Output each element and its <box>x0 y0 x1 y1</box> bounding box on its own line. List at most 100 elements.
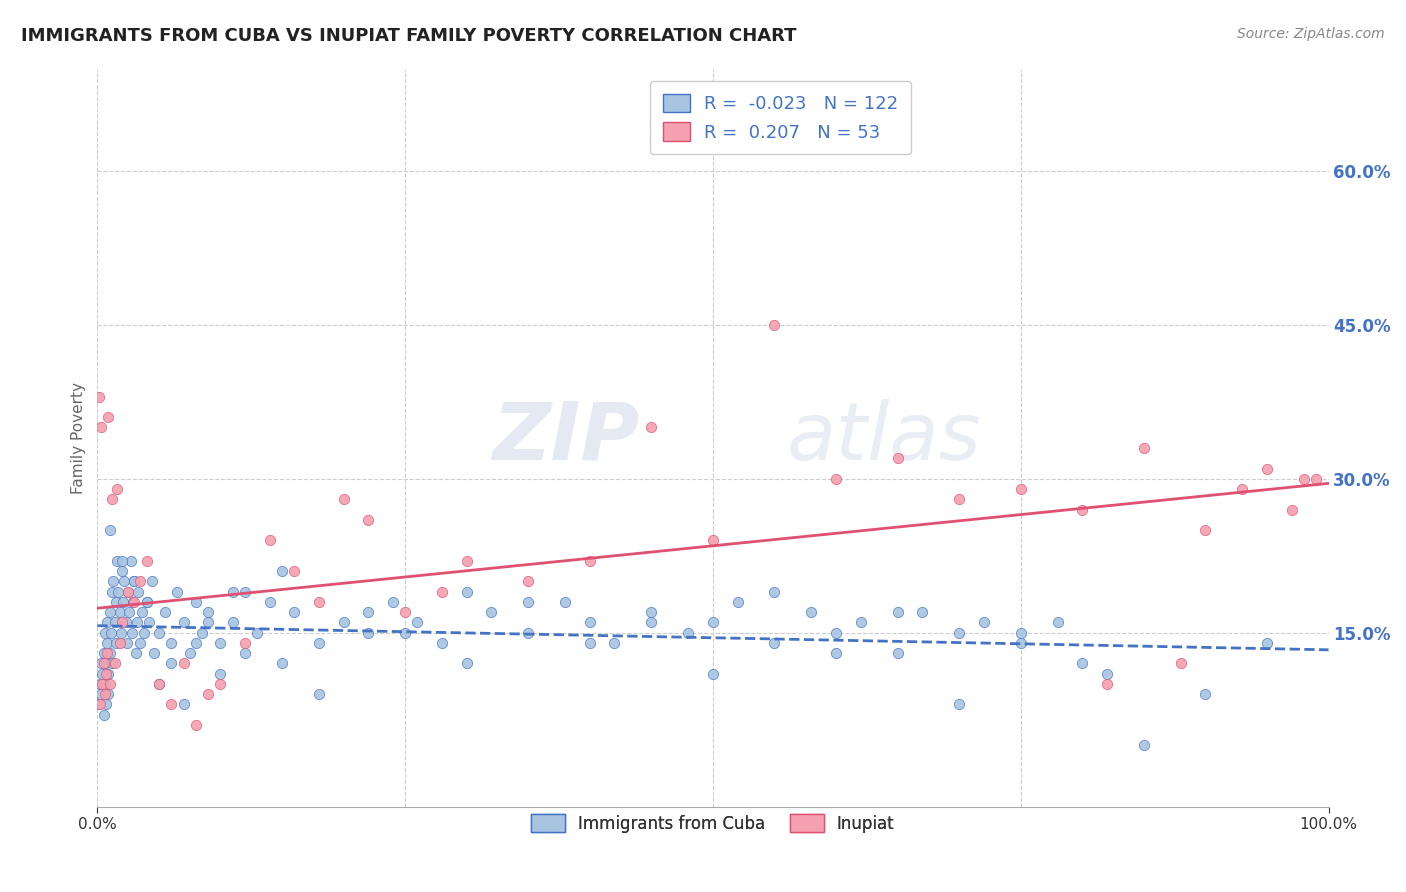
Point <box>332 615 354 630</box>
Point <box>283 605 305 619</box>
Point <box>117 584 139 599</box>
Point <box>825 625 848 640</box>
Point <box>93 657 115 671</box>
Point <box>233 584 256 599</box>
Point <box>143 646 166 660</box>
Point <box>1194 687 1216 701</box>
Point <box>406 615 429 630</box>
Point <box>948 625 970 640</box>
Point <box>554 595 576 609</box>
Point <box>800 605 823 619</box>
Point <box>233 646 256 660</box>
Point <box>763 318 786 332</box>
Point <box>104 636 127 650</box>
Point <box>87 698 110 712</box>
Point <box>1305 472 1327 486</box>
Legend: Immigrants from Cuba, Inupiat: Immigrants from Cuba, Inupiat <box>524 808 901 839</box>
Point <box>93 677 115 691</box>
Point <box>640 420 662 434</box>
Point <box>112 595 135 609</box>
Point <box>124 646 146 660</box>
Point <box>110 625 132 640</box>
Point <box>104 595 127 609</box>
Point <box>308 595 330 609</box>
Point <box>678 625 700 640</box>
Point <box>111 554 134 568</box>
Point <box>111 615 134 630</box>
Point <box>1010 625 1032 640</box>
Point <box>94 698 117 712</box>
Text: atlas: atlas <box>787 399 981 476</box>
Point <box>191 625 214 640</box>
Point <box>911 605 934 619</box>
Point <box>124 574 146 589</box>
Point <box>332 492 354 507</box>
Point <box>357 513 380 527</box>
Point <box>1010 636 1032 650</box>
Point <box>1232 482 1254 496</box>
Point <box>131 605 153 619</box>
Point <box>825 646 848 660</box>
Point <box>973 615 995 630</box>
Point <box>160 657 183 671</box>
Point <box>98 605 121 619</box>
Point <box>1133 739 1156 753</box>
Point <box>105 554 128 568</box>
Point <box>148 677 170 691</box>
Point <box>479 605 502 619</box>
Point <box>1046 615 1069 630</box>
Point <box>394 605 416 619</box>
Point <box>271 564 294 578</box>
Point <box>124 595 146 609</box>
Point <box>702 615 724 630</box>
Point <box>763 584 786 599</box>
Point <box>1071 502 1094 516</box>
Point <box>89 698 111 712</box>
Point <box>197 615 219 630</box>
Point <box>90 657 112 671</box>
Point <box>357 625 380 640</box>
Point <box>886 605 908 619</box>
Point <box>578 554 600 568</box>
Point <box>121 625 143 640</box>
Point <box>825 472 848 486</box>
Point <box>222 584 245 599</box>
Point <box>114 615 136 630</box>
Point <box>456 554 478 568</box>
Point <box>173 698 195 712</box>
Point <box>394 625 416 640</box>
Point <box>1095 666 1118 681</box>
Point <box>246 625 269 640</box>
Point <box>135 554 157 568</box>
Point <box>308 687 330 701</box>
Point <box>209 666 232 681</box>
Text: Source: ZipAtlas.com: Source: ZipAtlas.com <box>1237 27 1385 41</box>
Point <box>101 584 124 599</box>
Point <box>135 595 157 609</box>
Text: IMMIGRANTS FROM CUBA VS INUPIAT FAMILY POVERTY CORRELATION CHART: IMMIGRANTS FROM CUBA VS INUPIAT FAMILY P… <box>21 27 797 45</box>
Point <box>233 636 256 650</box>
Point <box>103 615 125 630</box>
Point <box>184 595 207 609</box>
Point <box>129 636 152 650</box>
Point <box>103 574 125 589</box>
Point <box>184 718 207 732</box>
Point <box>886 451 908 466</box>
Point <box>517 574 540 589</box>
Point <box>94 657 117 671</box>
Point <box>1194 523 1216 537</box>
Point <box>702 666 724 681</box>
Point <box>381 595 404 609</box>
Point <box>98 677 121 691</box>
Point <box>222 615 245 630</box>
Point <box>120 554 142 568</box>
Point <box>96 636 118 650</box>
Point <box>160 698 183 712</box>
Point <box>101 657 124 671</box>
Point <box>90 420 112 434</box>
Point <box>89 677 111 691</box>
Point <box>184 636 207 650</box>
Point <box>97 666 120 681</box>
Point <box>1256 636 1278 650</box>
Point <box>173 657 195 671</box>
